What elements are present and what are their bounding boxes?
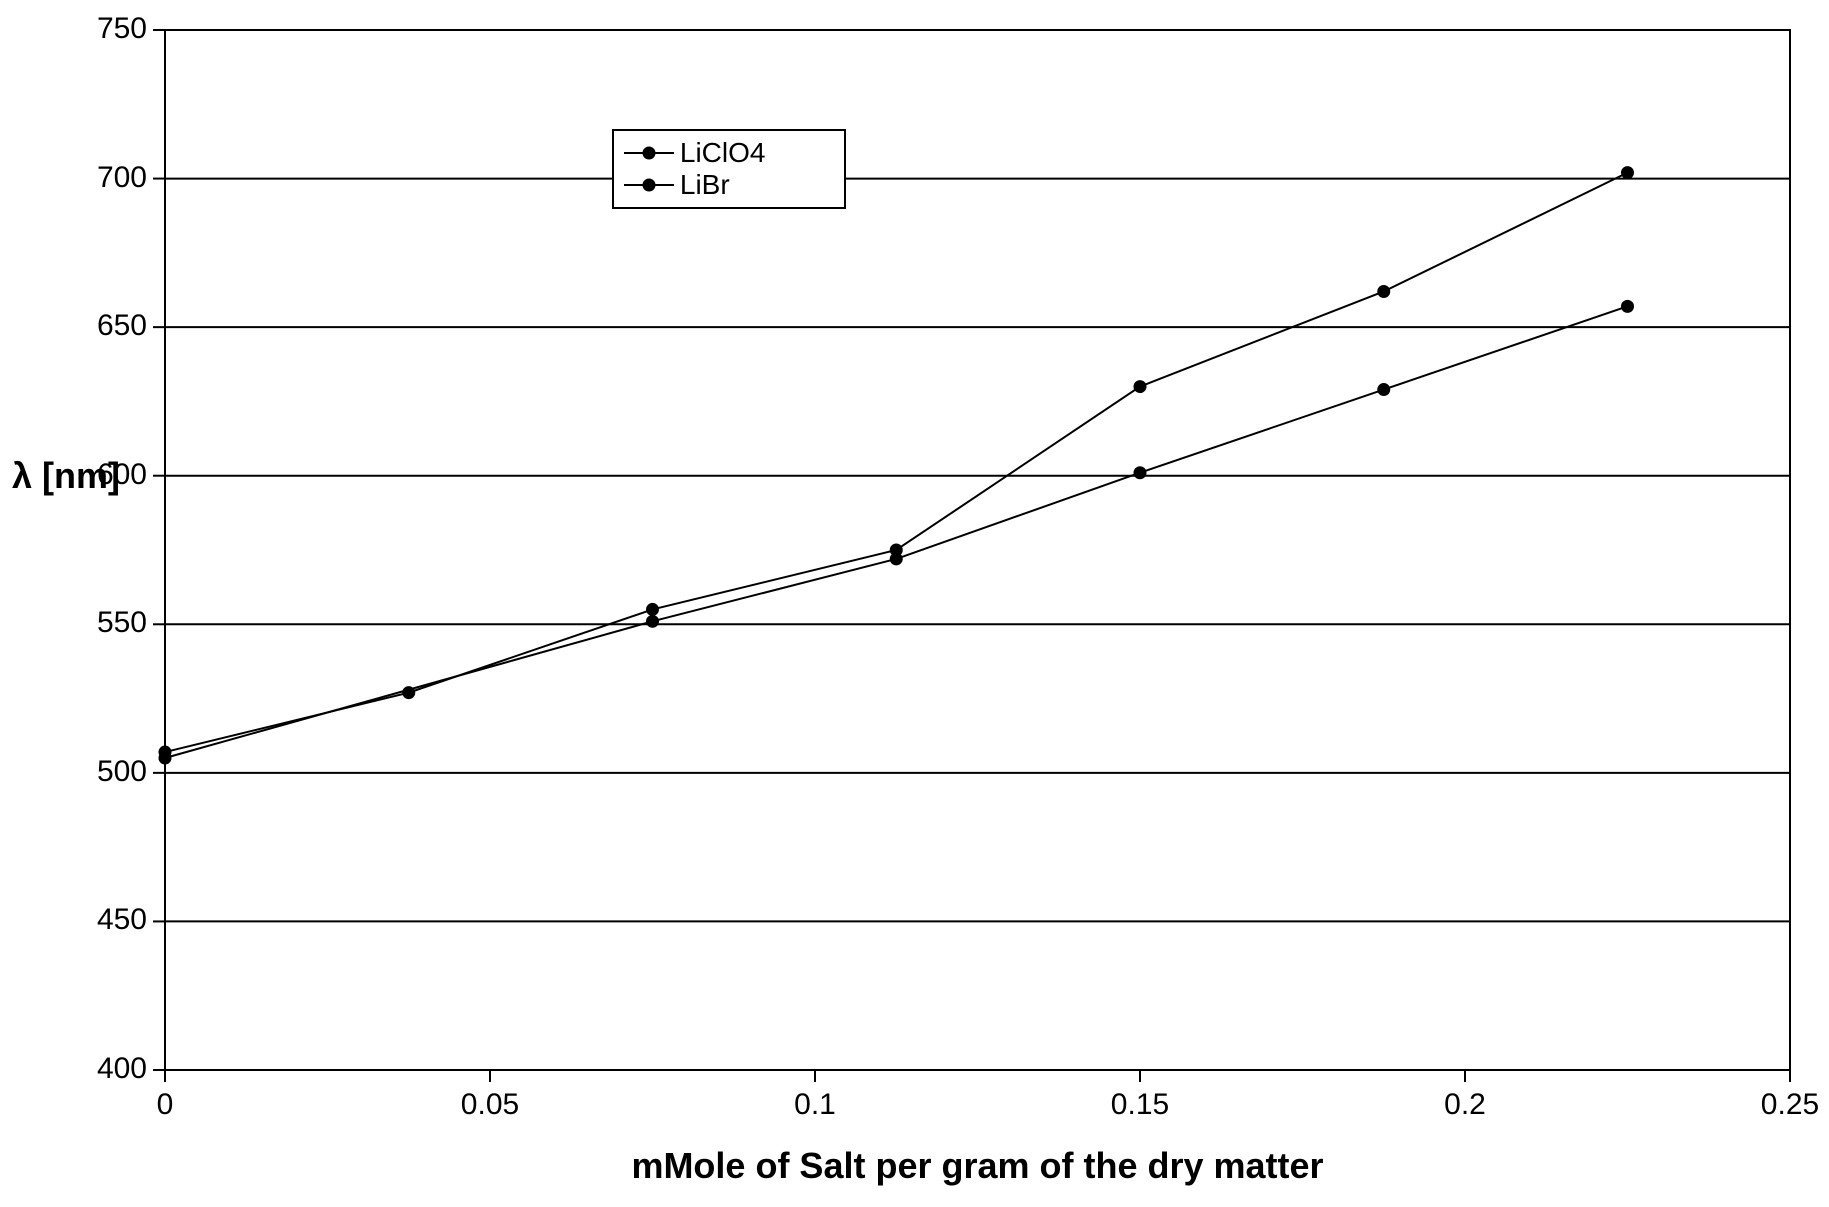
x-tick-label: 0.25 (1761, 1088, 1819, 1122)
x-tick-label: 0.15 (1111, 1088, 1169, 1122)
series-marker-LiBr (1134, 466, 1147, 479)
y-tick-label: 750 (97, 12, 147, 46)
y-tick-label: 450 (97, 903, 147, 937)
y-tick-label: 500 (97, 755, 147, 789)
plot-area (0, 0, 1829, 1207)
series-marker-LiClO4 (646, 603, 659, 616)
series-marker-LiBr (1621, 300, 1634, 313)
y-tick-label: 650 (97, 309, 147, 343)
series-line-LiClO4 (165, 173, 1628, 752)
x-tick-label: 0 (157, 1088, 174, 1122)
series-marker-LiBr (890, 552, 903, 565)
series-marker-LiClO4 (1621, 166, 1634, 179)
legend-item: LiClO4 (624, 137, 834, 169)
legend-item: LiBr (624, 169, 834, 201)
y-tick-label: 600 (97, 458, 147, 492)
series-marker-LiBr (159, 752, 172, 765)
x-tick-label: 0.2 (1444, 1088, 1486, 1122)
legend-marker-icon (624, 143, 674, 163)
series-marker-LiClO4 (1377, 285, 1390, 298)
series-line-LiBr (165, 306, 1628, 758)
y-tick-label: 400 (97, 1052, 147, 1086)
legend: LiClO4LiBr (612, 129, 846, 209)
series-marker-LiBr (1377, 383, 1390, 396)
y-tick-label: 550 (97, 606, 147, 640)
legend-item-label: LiBr (680, 169, 730, 201)
x-axis-title: mMole of Salt per gram of the dry matter (165, 1145, 1790, 1187)
series-marker-LiClO4 (1134, 380, 1147, 393)
x-tick-label: 0.05 (461, 1088, 519, 1122)
x-tick-label: 0.1 (794, 1088, 836, 1122)
series-marker-LiBr (646, 615, 659, 628)
legend-marker-icon (624, 175, 674, 195)
y-tick-label: 700 (97, 161, 147, 195)
chart-container: λ [nm] 400450500550600650700750 00.050.1… (0, 0, 1829, 1207)
legend-item-label: LiClO4 (680, 137, 766, 169)
